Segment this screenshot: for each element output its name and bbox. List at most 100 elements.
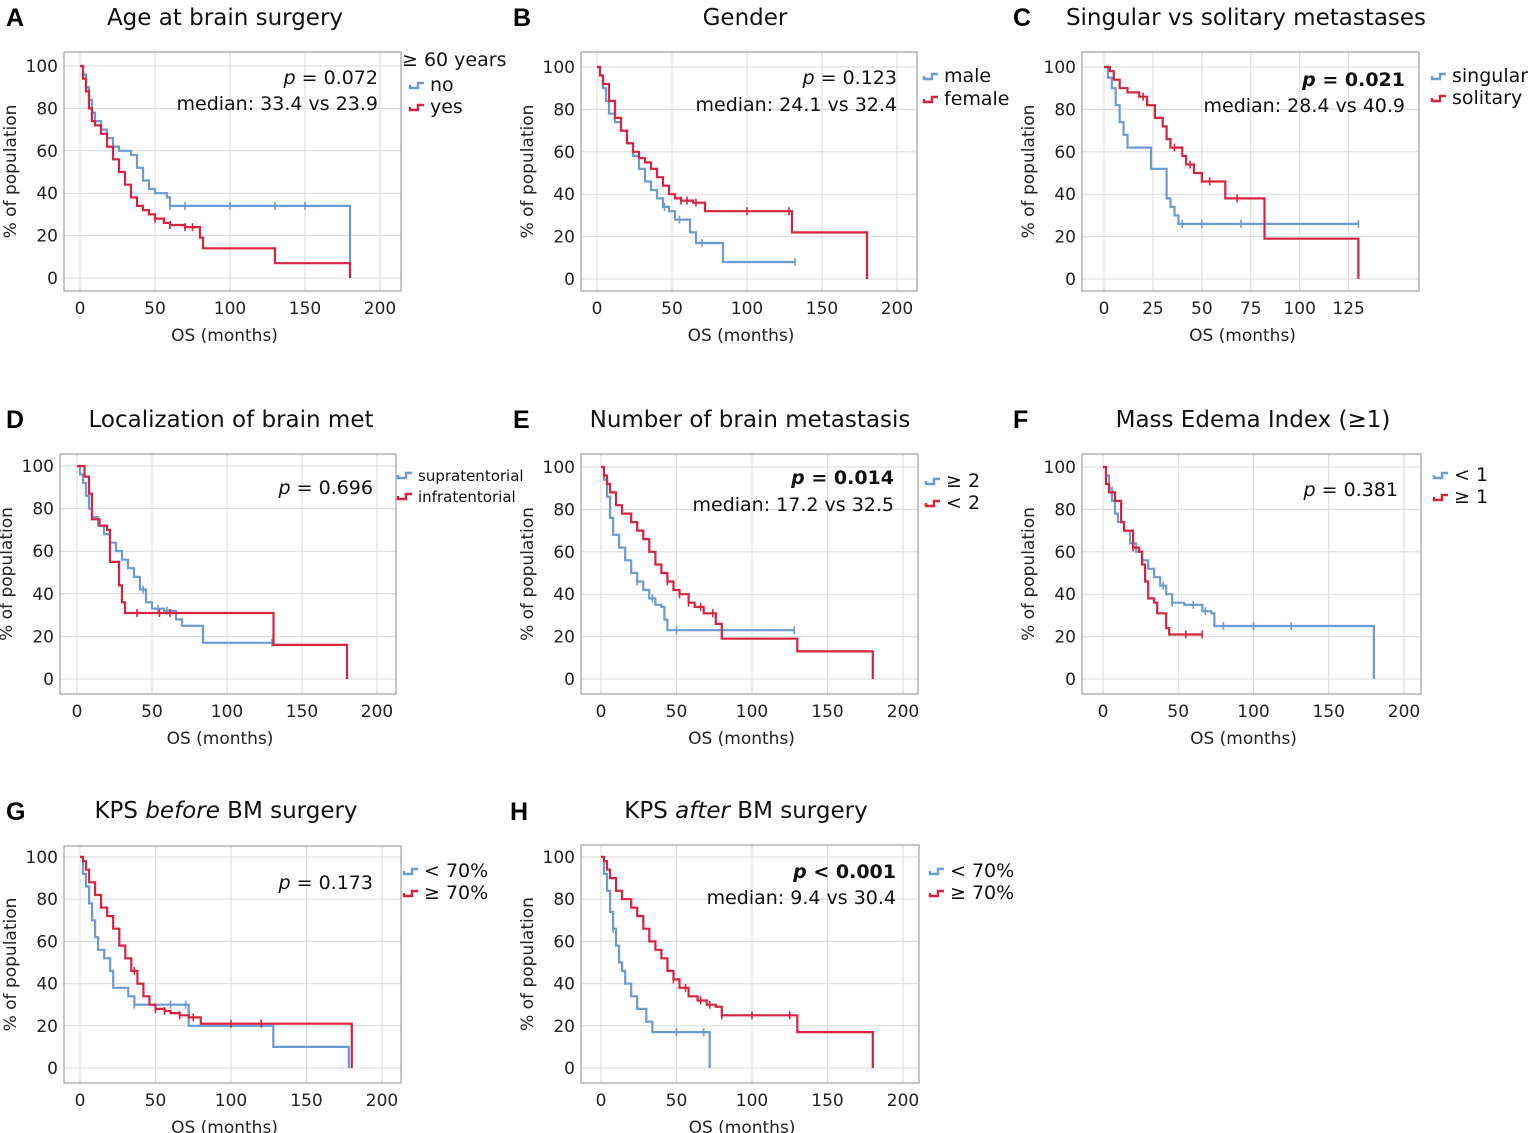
legend-swatch-red [396,492,412,501]
legend-swatch-red [1432,493,1448,502]
title-part: KPS [624,798,675,824]
y-tick-label: 60 [553,932,575,952]
x-tick-label: 150 [811,1091,843,1111]
x-axis-label: OS (months) [171,326,278,346]
legend-swatch-blue [922,72,938,81]
plot-frame [580,844,920,1084]
y-tick-label: 40 [32,585,54,605]
y-tick-label: 80 [1054,100,1076,120]
y-tick-label: 100 [22,457,54,477]
title-part: Number of brain metastasis [590,407,911,433]
x-tick-label: 100 [731,299,763,319]
y-axis-label: % of population [518,507,538,641]
x-tick-label: 200 [366,1091,398,1111]
p-value: p = 0.381 [1303,479,1398,501]
panel-title: Number of brain metastasis [590,407,911,433]
x-tick-label: 25 [1142,299,1164,319]
x-tick-label: 50 [1167,702,1189,722]
legend-swatch-red [922,95,938,104]
km-curve-blue [1103,465,1375,679]
x-tick-label: 0 [596,1091,607,1111]
x-tick-label: 75 [1240,299,1262,319]
km-curve-blue [601,465,795,632]
y-tick-label: 60 [1054,543,1076,563]
legend-swatch-blue [408,81,424,90]
x-tick-label: 100 [1237,702,1269,722]
km-curve-blue [80,855,350,1068]
y-axis-label: % of population [518,105,538,239]
panel-title: Mass Edema Index (≥1) [1116,407,1391,433]
x-tick-label: 150 [286,702,318,722]
x-tick-label: 150 [811,702,843,722]
panel-a: 0 50 100 150 200 0 20 40 60 80 100 OS (months) % of … [1,4,506,346]
km-curve-red [1103,465,1203,636]
km-curve-blue [601,855,711,1068]
x-tick-label: 50 [141,702,163,722]
y-tick-label: 80 [32,500,54,520]
x-tick-label: 125 [1332,299,1364,319]
title-part: Singular vs solitary metastases [1066,5,1426,31]
p-number: = 0.014 [805,467,894,489]
y-axis-label: % of population [1019,507,1039,641]
title-part: Mass Edema Index (≥1) [1116,407,1391,433]
km-curve-blue [597,65,795,264]
panel-e: 0 50 100 150 200 0 20 40 60 80 100 OS (months) % of … [513,406,980,749]
panel-h: 0 50 100 150 200 0 20 40 60 80 100 OS (months) % of … [510,798,1014,1133]
p-number: = 0.381 [1316,479,1398,501]
x-tick-label: 150 [1313,702,1345,722]
y-tick-label: 40 [36,975,58,995]
y-tick-label: 0 [1065,270,1076,290]
median-text: median: 33.4 vs 23.9 [177,93,379,115]
y-tick-label: 0 [564,670,575,690]
p-number: = 0.021 [1316,69,1405,91]
y-tick-label: 0 [564,1059,575,1079]
x-axis-label: OS (months) [688,729,795,749]
legend-swatch-red [1430,94,1446,103]
panel-title: KPS before BM surgery [94,798,357,824]
p-symbol: p [283,67,296,89]
y-tick-label: 40 [553,185,575,205]
panel-letter: G [6,798,25,826]
legend-label: < 1 [1454,464,1488,486]
x-tick-label: 200 [1388,702,1420,722]
y-tick-label: 100 [26,57,58,77]
x-tick-label: 200 [881,299,913,319]
y-tick-label: 60 [1054,143,1076,163]
title-part: before [145,798,220,824]
x-tick-label: 150 [289,299,321,319]
x-axis-label: OS (months) [1189,326,1296,346]
y-tick-label: 40 [1054,585,1076,605]
legend-label: < 70% [950,860,1014,882]
x-axis-label: OS (months) [689,1118,796,1133]
x-tick-label: 0 [72,702,83,722]
legend-swatch-blue [1430,72,1446,81]
x-tick-label: 150 [806,299,838,319]
y-tick-label: 40 [1054,185,1076,205]
x-axis-label: OS (months) [167,729,274,749]
y-tick-label: 20 [553,628,575,648]
y-axis-label: % of population [1,898,21,1032]
y-tick-label: 0 [1065,670,1076,690]
y-tick-label: 100 [1044,58,1076,78]
legend-swatch-red [408,103,424,112]
p-value: p = 0.123 [802,67,897,89]
legend-swatch-blue [924,477,940,486]
x-tick-label: 50 [661,299,683,319]
title-part: Age at brain surgery [107,5,343,31]
title-part: BM surgery [220,798,358,824]
x-tick-label: 0 [596,702,607,722]
legend-label: ≥ 70% [424,882,488,904]
p-value: p = 0.072 [283,67,378,89]
legend-swatch-red [402,889,418,898]
x-tick-label: 100 [736,702,768,722]
median-text: median: 17.2 vs 32.5 [693,494,895,516]
y-tick-label: 20 [1054,228,1076,248]
plot-frame [63,51,402,292]
p-symbol: p [1301,69,1316,91]
panel-letter: D [6,406,24,434]
y-axis-label: % of population [1019,105,1039,239]
y-tick-label: 80 [1054,500,1076,520]
y-tick-label: 100 [543,458,575,478]
panel-letter: E [513,406,530,434]
legend-label: supratentorial [418,467,524,485]
